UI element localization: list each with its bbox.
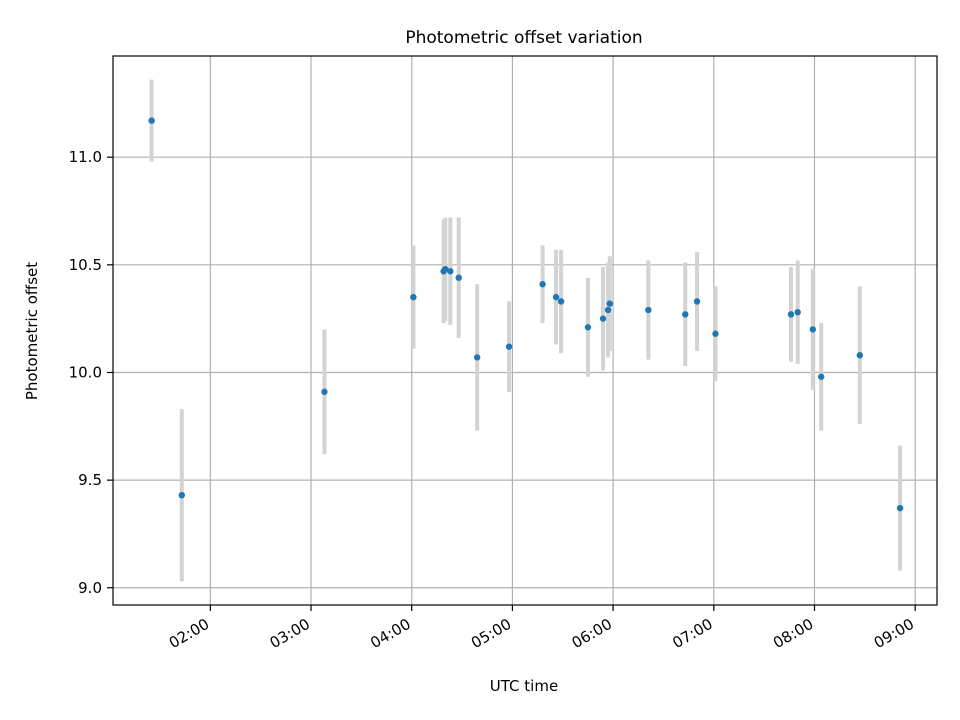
y-tick-label: 10.5: [69, 256, 102, 274]
data-point: [148, 117, 155, 124]
data-point: [818, 373, 825, 380]
data-point: [539, 281, 546, 288]
data-point: [552, 293, 560, 301]
data-point: [410, 293, 417, 301]
y-axis-ticks: 9.0 9.5 10.0 10.5 11.0: [69, 148, 113, 597]
data-point: [693, 298, 701, 305]
data-point: [455, 274, 462, 281]
data-point: [599, 315, 607, 322]
data-point: [645, 306, 652, 314]
data-point: [584, 324, 592, 331]
data-point: [794, 309, 801, 316]
data-point: [442, 265, 449, 273]
data-point: [505, 343, 513, 350]
data-point: [604, 306, 612, 314]
y-tick-label: 9.5: [78, 471, 102, 489]
data-point: [896, 504, 904, 512]
data-point: [856, 352, 864, 359]
y-axis-label: Photometric offset: [23, 262, 41, 400]
data-point: [606, 300, 613, 307]
x-axis-label: UTC time: [490, 677, 558, 695]
plot-frame: [112, 55, 938, 606]
data-point: [787, 311, 795, 318]
data-point: [712, 330, 719, 337]
data-point: [557, 298, 565, 305]
data-point: [178, 492, 186, 499]
data-point: [809, 326, 817, 333]
data-point: [447, 268, 454, 275]
data-point: [473, 354, 481, 361]
chart-title: Photometric offset variation: [405, 28, 642, 48]
y-tick-label: 10.0: [69, 363, 102, 381]
data-points: [148, 117, 904, 512]
data-point: [321, 388, 328, 396]
data-point: [682, 311, 689, 318]
y-tick-label: 9.0: [78, 579, 102, 597]
y-tick-label: 11.0: [69, 148, 102, 166]
